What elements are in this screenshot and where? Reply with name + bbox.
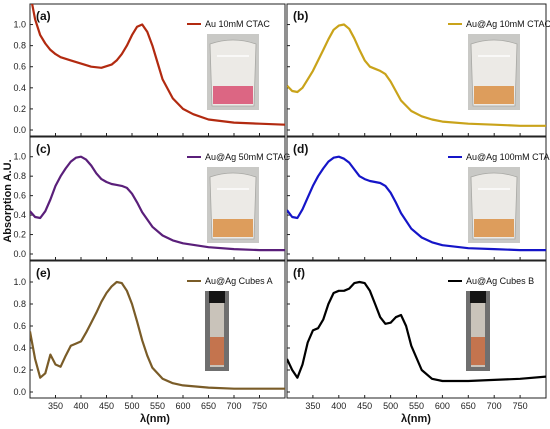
legend-label: Au@Ag Cubes B (466, 276, 534, 286)
x-tick-label: 350 (48, 401, 63, 411)
y-tick-label: 1.0 (13, 20, 26, 30)
beaker-liquid (474, 219, 514, 237)
x-tick-label: 450 (99, 401, 114, 411)
x-tick-label: 350 (305, 401, 320, 411)
vial-cap (209, 291, 225, 303)
x-tick-label: 650 (461, 401, 476, 411)
y-tick-label: 0.8 (13, 171, 26, 181)
beaker-liquid (474, 86, 514, 104)
x-tick-label: 600 (175, 401, 190, 411)
x-tick-label: 600 (435, 401, 450, 411)
x-tick-label: 700 (487, 401, 502, 411)
x-tick-label: 650 (201, 401, 216, 411)
y-tick-label: 0.2 (13, 365, 26, 375)
legend-label: Au@Ag 50mM CTAC (205, 152, 290, 162)
y-tick-label: 0.6 (13, 62, 26, 72)
y-tick-label: 0.8 (13, 299, 26, 309)
panel-label: (d) (293, 142, 308, 156)
vial-liquid (210, 337, 224, 365)
panel-label: (b) (293, 9, 308, 23)
panel-label: (e) (36, 266, 51, 280)
vial-liquid (471, 337, 485, 365)
x-tick-label: 550 (409, 401, 424, 411)
panel-label: (f) (293, 266, 305, 280)
vial-cap (470, 291, 486, 303)
x-tick-label: 400 (73, 401, 88, 411)
x-tick-label: 400 (331, 401, 346, 411)
y-tick-label: 1.0 (13, 152, 26, 162)
y-tick-label: 0.2 (13, 230, 26, 240)
y-tick-label: 0.4 (13, 210, 26, 220)
y-tick-label: 0.2 (13, 104, 26, 114)
beaker-liquid (213, 86, 253, 104)
x-axis-label: λ(nm) (401, 413, 431, 425)
series-line (31, 4, 285, 126)
chart-panel-d: (d) Au@Ag 100mM CTAC (286, 136, 550, 261)
legend-label: Au@Ag 100mM CTAC (466, 152, 550, 162)
x-axis-label: λ(nm) (140, 413, 170, 425)
y-tick-label: 1.0 (13, 277, 26, 287)
series-line (287, 280, 546, 383)
panel-label: (c) (36, 142, 51, 156)
chart-panel-f: 350 400 450 500 550 600 650 700 750 (f) Au@Ag Cube… (286, 260, 547, 411)
panel-label: (a) (36, 9, 51, 23)
legend-label: Au@Ag Cubes A (205, 276, 273, 286)
chart-panel-a: 0.0 0.2 0.4 0.6 0.8 1.0 (a) Au 10mM CTAC (13, 3, 286, 137)
x-tick-label: 450 (357, 401, 372, 411)
chart-panel-b: (b) Au@Ag 10mM CTAC (286, 3, 550, 137)
y-tick-label: 0.0 (13, 387, 26, 397)
x-tick-label: 550 (150, 401, 165, 411)
chart-panel-e: 0.0 0.2 0.4 0.6 0.8 1.0 350 400 450 500 550 600 650 7… (13, 260, 286, 411)
legend-label: Au@Ag 10mM CTAC (466, 19, 550, 29)
y-tick-label: 0.8 (13, 41, 26, 51)
y-tick-label: 0.6 (13, 321, 26, 331)
series-line (287, 155, 546, 252)
y-tick-label: 0.4 (13, 343, 26, 353)
series-line (287, 23, 546, 127)
chart-panel-c: 0.0 0.2 0.4 0.6 0.8 1.0 (c) Au@Ag 50mM CTAC (13, 136, 290, 261)
x-tick-label: 500 (124, 401, 139, 411)
x-tick-label: 750 (513, 401, 528, 411)
legend-label: Au 10mM CTAC (205, 19, 270, 29)
y-tick-label: 0.0 (13, 249, 26, 259)
y-tick-label: 0.4 (13, 83, 26, 93)
beaker-liquid (213, 219, 253, 237)
series-line (30, 155, 285, 252)
y-tick-label: 0.6 (13, 191, 26, 201)
series-line (30, 280, 285, 390)
x-tick-label: 700 (226, 401, 241, 411)
x-tick-label: 750 (252, 401, 267, 411)
x-tick-label: 500 (383, 401, 398, 411)
y-tick-label: 0.0 (13, 125, 26, 135)
y-axis-label: Absorption A.U. (2, 159, 14, 242)
